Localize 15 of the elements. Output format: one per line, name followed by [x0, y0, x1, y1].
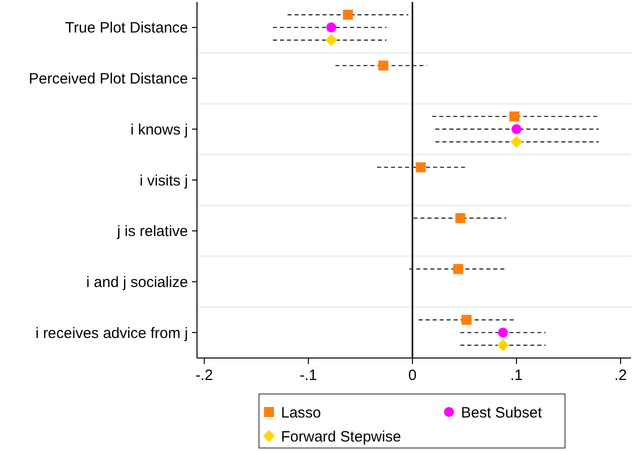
x-tick-label: 0: [408, 367, 417, 384]
x-tick-label: .1: [510, 367, 523, 384]
legend-label: Best Subset: [461, 404, 543, 422]
y-tick-label: Perceived Plot Distance: [28, 70, 188, 88]
y-tick-label: j is relative: [116, 223, 188, 240]
y-tick-label: i knows j: [130, 121, 188, 138]
y-tick-label: i and j socialize: [86, 274, 188, 291]
x-tick-label: -.2: [196, 367, 214, 384]
y-tick-label: i visits j: [140, 172, 188, 190]
y-tick-label: i receives advice from j: [35, 324, 188, 342]
x-tick-label: .2: [614, 367, 627, 384]
y-tick-label: True Plot Distance: [65, 20, 188, 37]
legend-label: Forward Stepwise: [281, 428, 402, 446]
legend-label: Lasso: [281, 404, 322, 422]
x-tick-label: -.1: [300, 367, 318, 384]
